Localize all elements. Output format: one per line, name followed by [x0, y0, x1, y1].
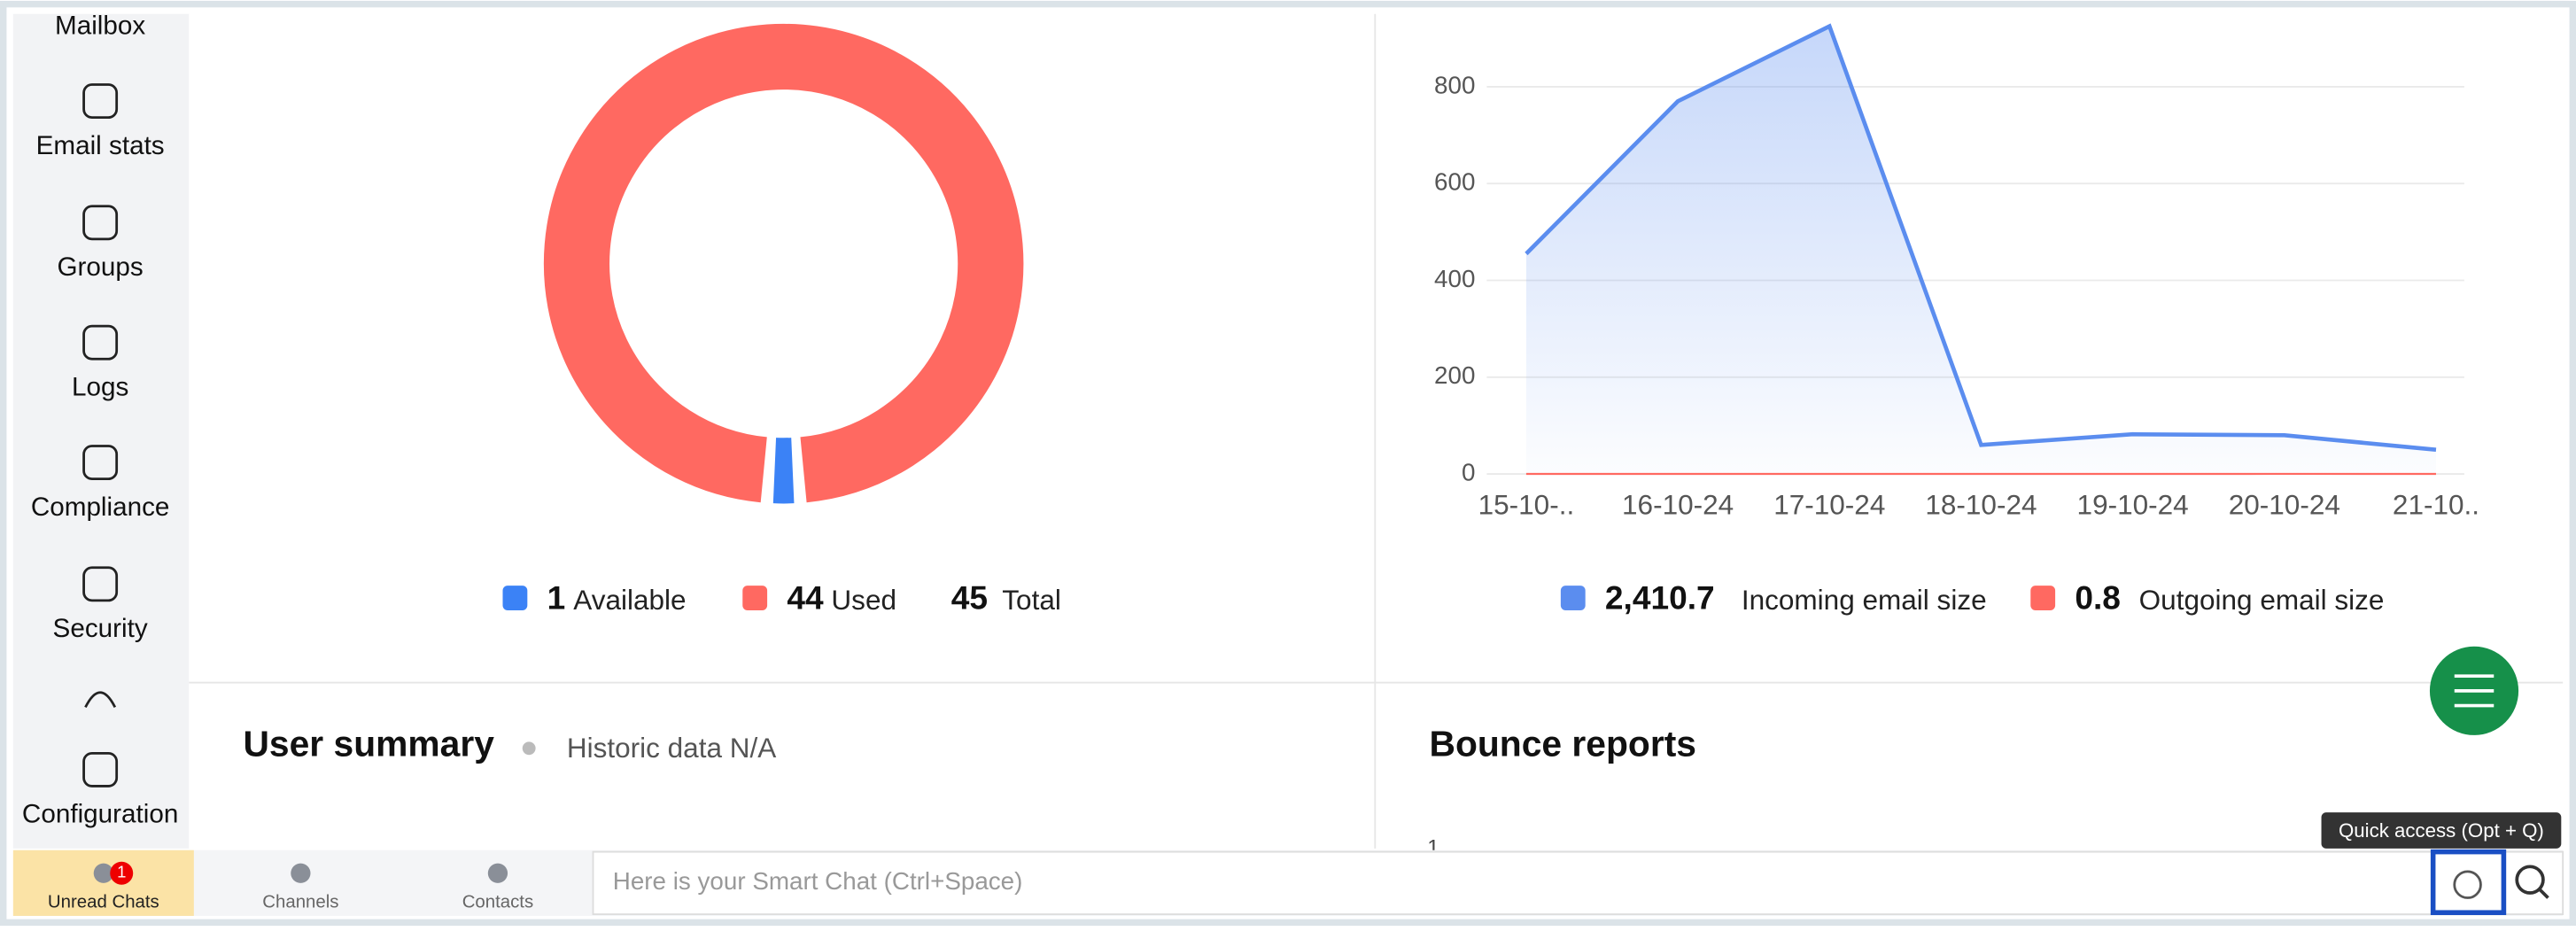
- legend-value: 1: [547, 579, 566, 617]
- legend-swatch: [503, 586, 528, 610]
- y-tick-label: 400: [1434, 265, 1475, 292]
- tooltip-text: Quick access (Opt + Q): [2339, 819, 2544, 842]
- total-value: 45: [951, 579, 988, 617]
- legend-value: 2,410.7: [1605, 579, 1715, 617]
- section-title: Bounce reports: [1429, 724, 1696, 764]
- note: Historic data N/A: [567, 732, 776, 764]
- legend-swatch: [1561, 586, 1586, 610]
- tab-label[interactable]: Contacts: [462, 892, 533, 912]
- tab-label[interactable]: Unread Chats: [48, 892, 159, 912]
- legend-swatch: [742, 586, 767, 610]
- y-tick-label: 200: [1434, 361, 1475, 389]
- dot: [523, 741, 536, 755]
- y-tick-label: 800: [1434, 71, 1475, 98]
- legend-value: 0.8: [2075, 579, 2121, 617]
- nav-item[interactable]: Compliance: [31, 493, 170, 522]
- legend-value: 44: [787, 579, 824, 617]
- y-tick-label: 600: [1434, 168, 1475, 196]
- nav-item[interactable]: Email stats: [36, 131, 165, 160]
- tab-label[interactable]: Channels: [262, 892, 338, 912]
- x-tick-label: 15-10-..: [1478, 488, 1575, 520]
- nav-item[interactable]: Logs: [72, 372, 128, 401]
- badge-count: 1: [117, 863, 126, 881]
- section-title: User summary: [243, 724, 494, 764]
- legend-label: Incoming email size: [1742, 584, 1987, 616]
- x-tick-label: 17-10-24: [1773, 488, 1885, 520]
- nav-item[interactable]: Configuration: [22, 800, 178, 829]
- nav-item[interactable]: Groups: [57, 252, 143, 282]
- legend-label: Available: [573, 584, 686, 616]
- tab-icon: [488, 864, 508, 883]
- x-tick-label: 21-10..: [2393, 488, 2479, 520]
- legend-label: Used: [831, 584, 896, 616]
- legend-label: Outgoing email size: [2139, 584, 2385, 616]
- nav-item[interactable]: Mailbox: [55, 11, 145, 40]
- placeholder: Here is your Smart Chat (Ctrl+Space): [613, 867, 1023, 895]
- x-tick-label: 20-10-24: [2229, 488, 2340, 520]
- legend-swatch: [2030, 586, 2055, 610]
- x-tick-label: 19-10-24: [2077, 488, 2189, 520]
- nav-item[interactable]: Security: [53, 614, 148, 643]
- x-tick-label: 18-10-24: [1925, 488, 2037, 520]
- tab-icon: [291, 864, 310, 883]
- y-tick-label: 0: [1462, 458, 1475, 485]
- x-tick-label: 16-10-24: [1622, 488, 1734, 520]
- total-label: Total: [1002, 584, 1061, 616]
